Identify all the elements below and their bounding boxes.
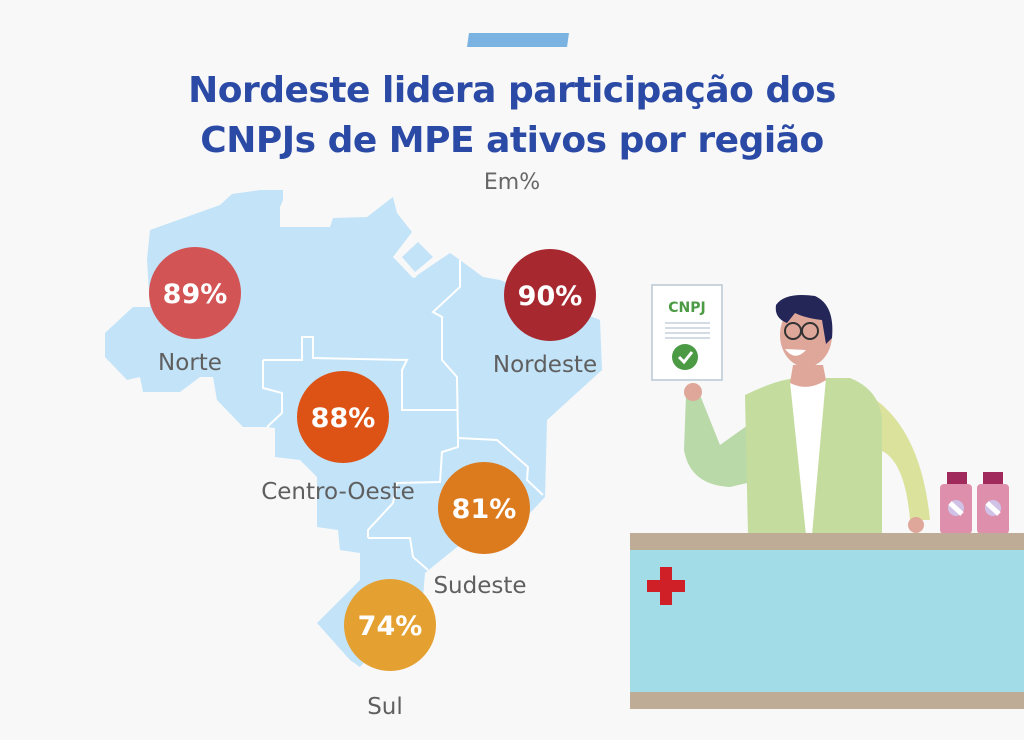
cnpj-document: CNPJ xyxy=(651,284,723,381)
medicine-bottles xyxy=(940,472,1009,534)
person xyxy=(684,295,930,535)
hair xyxy=(775,295,833,344)
region-bubbles: 89% Norte 90% Nordeste 88% Centro-Oeste 81% Sud… xyxy=(149,247,597,720)
glasses-right xyxy=(801,322,819,340)
counter-top xyxy=(630,533,1024,550)
chart-title: Nordeste lidera participação dos CNPJs d… xyxy=(0,66,1024,166)
pharmacy-counter xyxy=(630,533,1024,709)
amapa-island xyxy=(402,242,433,272)
value-label-centro-oeste: 88% xyxy=(311,403,376,434)
region-label-sul: Sul xyxy=(367,694,403,720)
bubble-sudeste xyxy=(438,462,530,554)
bubble-norte xyxy=(149,247,241,339)
chart-subtitle: Em% xyxy=(483,170,541,195)
bubble-centro-oeste xyxy=(297,371,389,463)
region-label-sudeste: Sudeste xyxy=(433,573,526,599)
check-icon xyxy=(672,344,698,370)
counter-base xyxy=(630,692,1024,709)
document-label: CNPJ xyxy=(668,300,705,316)
region-label-nordeste: Nordeste xyxy=(493,352,597,378)
value-label-sul: 74% xyxy=(358,611,423,642)
bubble-sul xyxy=(344,579,436,671)
medicine-bottle-icon xyxy=(940,472,972,534)
medicine-bottle-icon xyxy=(977,472,1009,534)
arm-raised xyxy=(684,395,760,487)
neck xyxy=(790,365,826,387)
hand xyxy=(684,383,702,401)
bubble-nordeste xyxy=(504,249,596,341)
title-line-1: Nordeste lidera participação dos xyxy=(188,70,836,111)
value-label-nordeste: 90% xyxy=(518,281,583,312)
smile xyxy=(785,349,806,356)
pharmacist-illustration: CNPJ xyxy=(630,284,1024,709)
region-borders xyxy=(262,260,544,571)
value-label-norte: 89% xyxy=(163,279,228,310)
shirt xyxy=(790,378,826,535)
document-lines xyxy=(665,322,710,339)
region-label-centro-oeste: Centro-Oeste xyxy=(261,479,415,505)
hand-right xyxy=(908,517,924,533)
title-line-2: CNPJs de MPE ativos por região xyxy=(200,120,824,161)
red-cross-icon xyxy=(647,567,685,605)
region-label-norte: Norte xyxy=(158,350,222,376)
value-label-sudeste: 81% xyxy=(452,494,517,525)
counter-body xyxy=(630,550,1024,692)
checkmark-glyph xyxy=(677,351,694,365)
